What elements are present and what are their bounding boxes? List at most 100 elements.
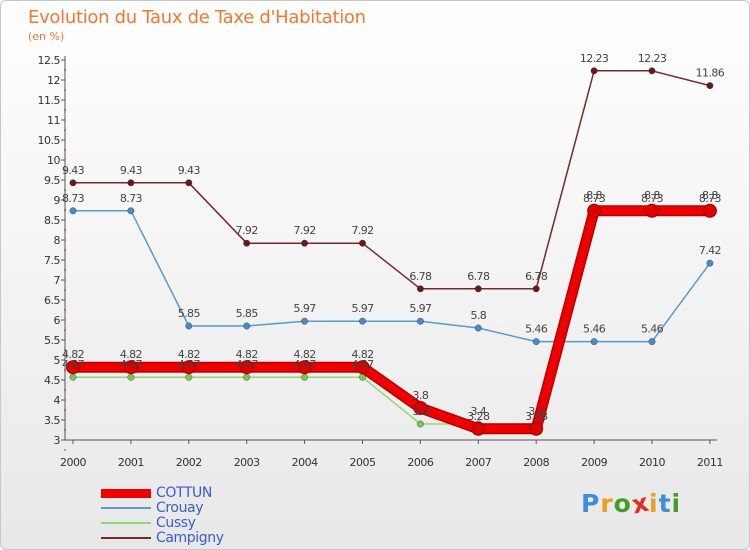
logo-letter: r [600,489,614,518]
data-label-cussy: 4.57 [120,358,143,371]
logo-letter: i [671,489,682,518]
legend-label-cussy: Cussy [156,515,196,531]
data-label-crouay: 5.85 [178,307,201,320]
data-label-cottun: 8.73 [583,192,606,205]
data-label-campigny: 6.78 [467,270,490,283]
data-label-cussy: 4.57 [178,358,201,371]
y-tick-label: 11 [47,114,60,127]
x-tick-label: 2002 [176,456,202,469]
legend-item-cottun: COTTUN [101,485,301,501]
x-tick-label: 2005 [350,456,376,469]
data-label-cussy: 8.8 [586,189,602,202]
data-label-crouay: 5.97 [294,302,317,315]
x-tick-label: 2003 [234,456,260,469]
y-tick-label: 12 [47,74,60,87]
data-point-campigny [532,285,540,293]
proxiti-logo: Proxiti [581,488,682,520]
data-label-cottun: 4.82 [120,348,142,361]
y-tick-label: 11.5 [38,94,61,107]
data-label-cottun: 3.28 [525,410,548,423]
data-point-cottun [66,360,80,375]
data-label-cottun: 8.73 [641,192,664,205]
logo-letter: P [581,489,601,518]
x-tick-label: 2001 [118,456,144,469]
data-label-cottun: 4.82 [351,348,373,361]
data-point-cottun [297,360,312,375]
series-layer [66,67,717,436]
data-point-crouay [301,317,308,325]
data-point-campigny [359,239,366,247]
series-line-campigny [73,70,711,290]
data-point-cussy [243,373,251,381]
legend-label-cottun: COTTUN [156,485,212,501]
data-label-crouay: 5.8 [470,309,486,322]
data-label-cottun: 3.28 [467,410,490,423]
data-label-cussy: 4.57 [351,358,374,371]
legend-item-crouay: Crouay [101,500,301,516]
data-point-cottun [645,203,659,218]
series-line-cottun-shadow [67,205,716,435]
data-label-cottun: 3.8 [413,389,429,402]
x-tick-label: 2011 [697,456,723,469]
x-tick-label: 2008 [523,456,549,469]
data-label-cottun: 8.73 [699,192,722,205]
chart-title: Evolution du Taux de Taxe d'Habitation [28,7,366,28]
data-label-cussy: 3.4 [528,405,544,418]
y-tick-label: 3 [54,434,61,447]
y-tick-label: 5 [54,354,61,367]
data-label-crouay: 5.46 [525,323,548,336]
data-point-campigny [127,179,135,187]
data-label-cottun: 4.82 [294,348,316,361]
logo-letter: t [658,489,672,518]
data-label-campigny: 9.43 [62,164,85,177]
unit-label: (en %) [28,30,65,43]
legend-swatch-campigny [101,537,151,539]
data-point-campigny [416,285,424,293]
y-tick-label: 8.5 [44,214,60,227]
data-point-campigny [243,239,251,247]
data-point-crouay [127,207,135,215]
data-point-cottun [123,360,138,375]
x-tick-label: 2006 [407,456,433,469]
data-point-campigny [706,82,714,90]
data-label-layer: 9.43 9.43 9.43 7.92 7.92 7.92 6.78 6.78 6.78 12.2… [62,52,725,423]
data-label-campigny: 7.92 [294,224,316,237]
data-label-cussy: 3.4 [413,405,429,418]
data-point-cottun [239,360,254,375]
data-point-cussy [301,373,308,381]
y-tick-label: 6 [54,314,61,327]
data-point-crouay [648,338,656,345]
data-point-campigny [69,179,77,187]
data-point-crouay [416,317,424,325]
y-tick-label: 10.5 [38,134,61,147]
series-line-crouay [73,210,711,343]
data-label-campigny: 9.43 [178,164,201,177]
data-label-campigny: 6.78 [525,270,548,283]
data-point-campigny [474,285,482,293]
y-tick-label: 6.5 [44,294,60,307]
data-point-campigny [185,179,193,187]
data-label-crouay: 5.46 [583,323,606,336]
data-point-crouay [474,324,482,332]
data-point-cussy [69,373,77,381]
data-label-campigny: 11.86 [696,67,725,80]
legend-swatch-crouay [101,507,151,509]
data-point-cussy [185,373,193,381]
y-tick-label: 8 [54,234,61,247]
data-point-cottun [471,421,486,436]
y-tick-label: 4.5 [44,374,60,387]
data-point-cottun [413,401,428,415]
data-label-cussy: 3.4 [470,405,486,418]
data-label-campigny: 7.92 [236,224,258,237]
y-tick-label: 12.5 [38,54,61,67]
data-label-campigny: 9.43 [120,164,143,177]
data-label-crouay: 5.46 [641,323,664,336]
logo-letter: i [649,489,659,518]
axes: 3 3.5 4 4.5 5 5.5 6 6.5 7 7.5 8 8.5 9 9.5 10 10.5 11 11.5… [38,54,724,469]
data-point-cottun [355,360,370,375]
legend-label-crouay: Crouay [156,500,204,516]
x-tick-label: 2007 [465,456,491,469]
data-label-campigny: 6.78 [409,270,432,283]
data-point-cottun [587,203,602,218]
data-point-crouay [185,322,193,330]
